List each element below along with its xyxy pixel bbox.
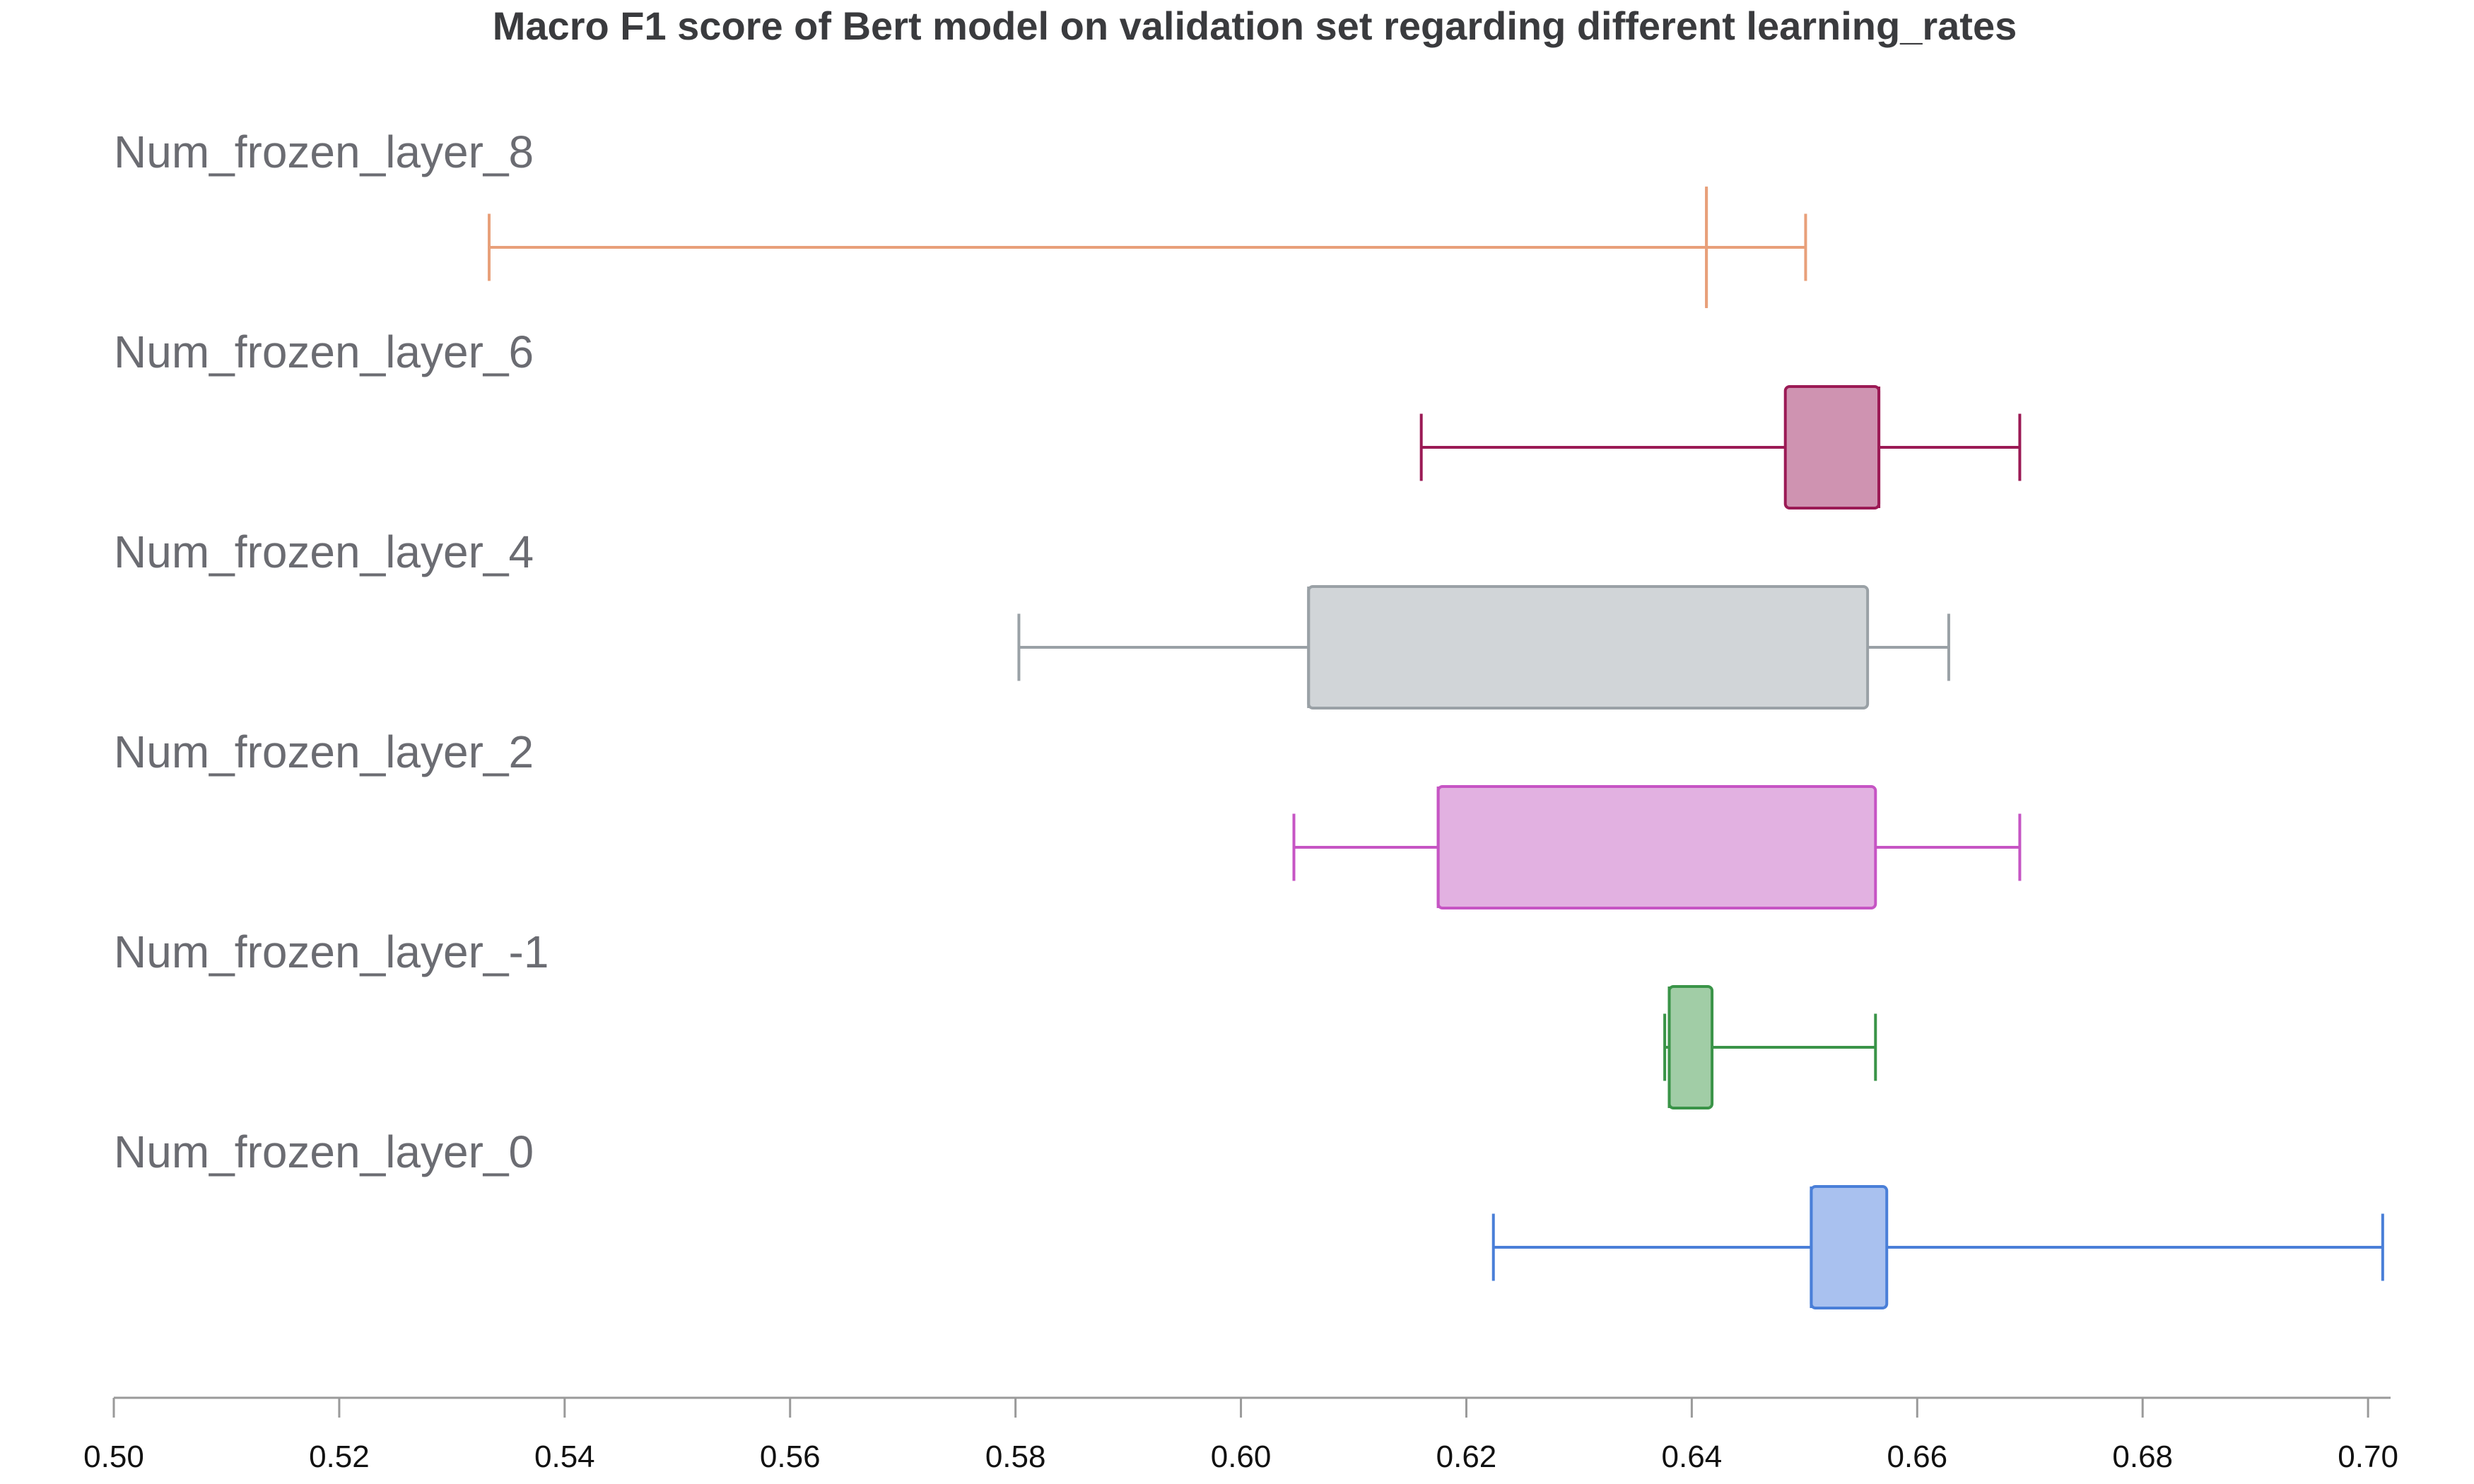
box-iqr [1436,785,1877,909]
x-tick-label: 0.68 [2112,1439,2173,1474]
category-label: Num_frozen_layer_4 [114,526,534,577]
category-label: Num_frozen_layer_6 [114,326,534,377]
x-tick-label: 0.62 [1436,1439,1497,1474]
x-tick-label: 0.58 [985,1439,1046,1474]
category-label: Num_frozen_layer_-1 [114,926,549,977]
x-tick-label: 0.54 [534,1439,595,1474]
box-group: Num_frozen_layer_8 Num_frozen_layer_6 Num_… [114,126,2384,1309]
x-tick-label: 0.60 [1211,1439,1272,1474]
x-tick-label: 0.70 [2338,1439,2398,1474]
chart-title: Macro F1 score of Bert model on validati… [493,4,2017,48]
category-label: Num_frozen_layer_8 [114,126,534,177]
x-tick-label: 0.66 [1887,1439,1947,1474]
box-iqr [1810,1185,1889,1309]
box-iqr [1307,585,1870,709]
category-label: Num_frozen_layer_0 [114,1126,534,1177]
box-iqr [1667,985,1714,1109]
x-tick-label: 0.50 [83,1439,144,1474]
box-iqr [1783,385,1881,510]
category-label: Num_frozen_layer_2 [114,726,534,777]
x-tick-label: 0.64 [1662,1439,1723,1474]
x-tick-label: 0.52 [309,1439,370,1474]
x-axis: 0.50 0.52 0.54 0.56 0.58 0.60 0.62 0.64 0.66 0.68… [83,1396,2398,1474]
x-tick-label: 0.56 [760,1439,821,1474]
